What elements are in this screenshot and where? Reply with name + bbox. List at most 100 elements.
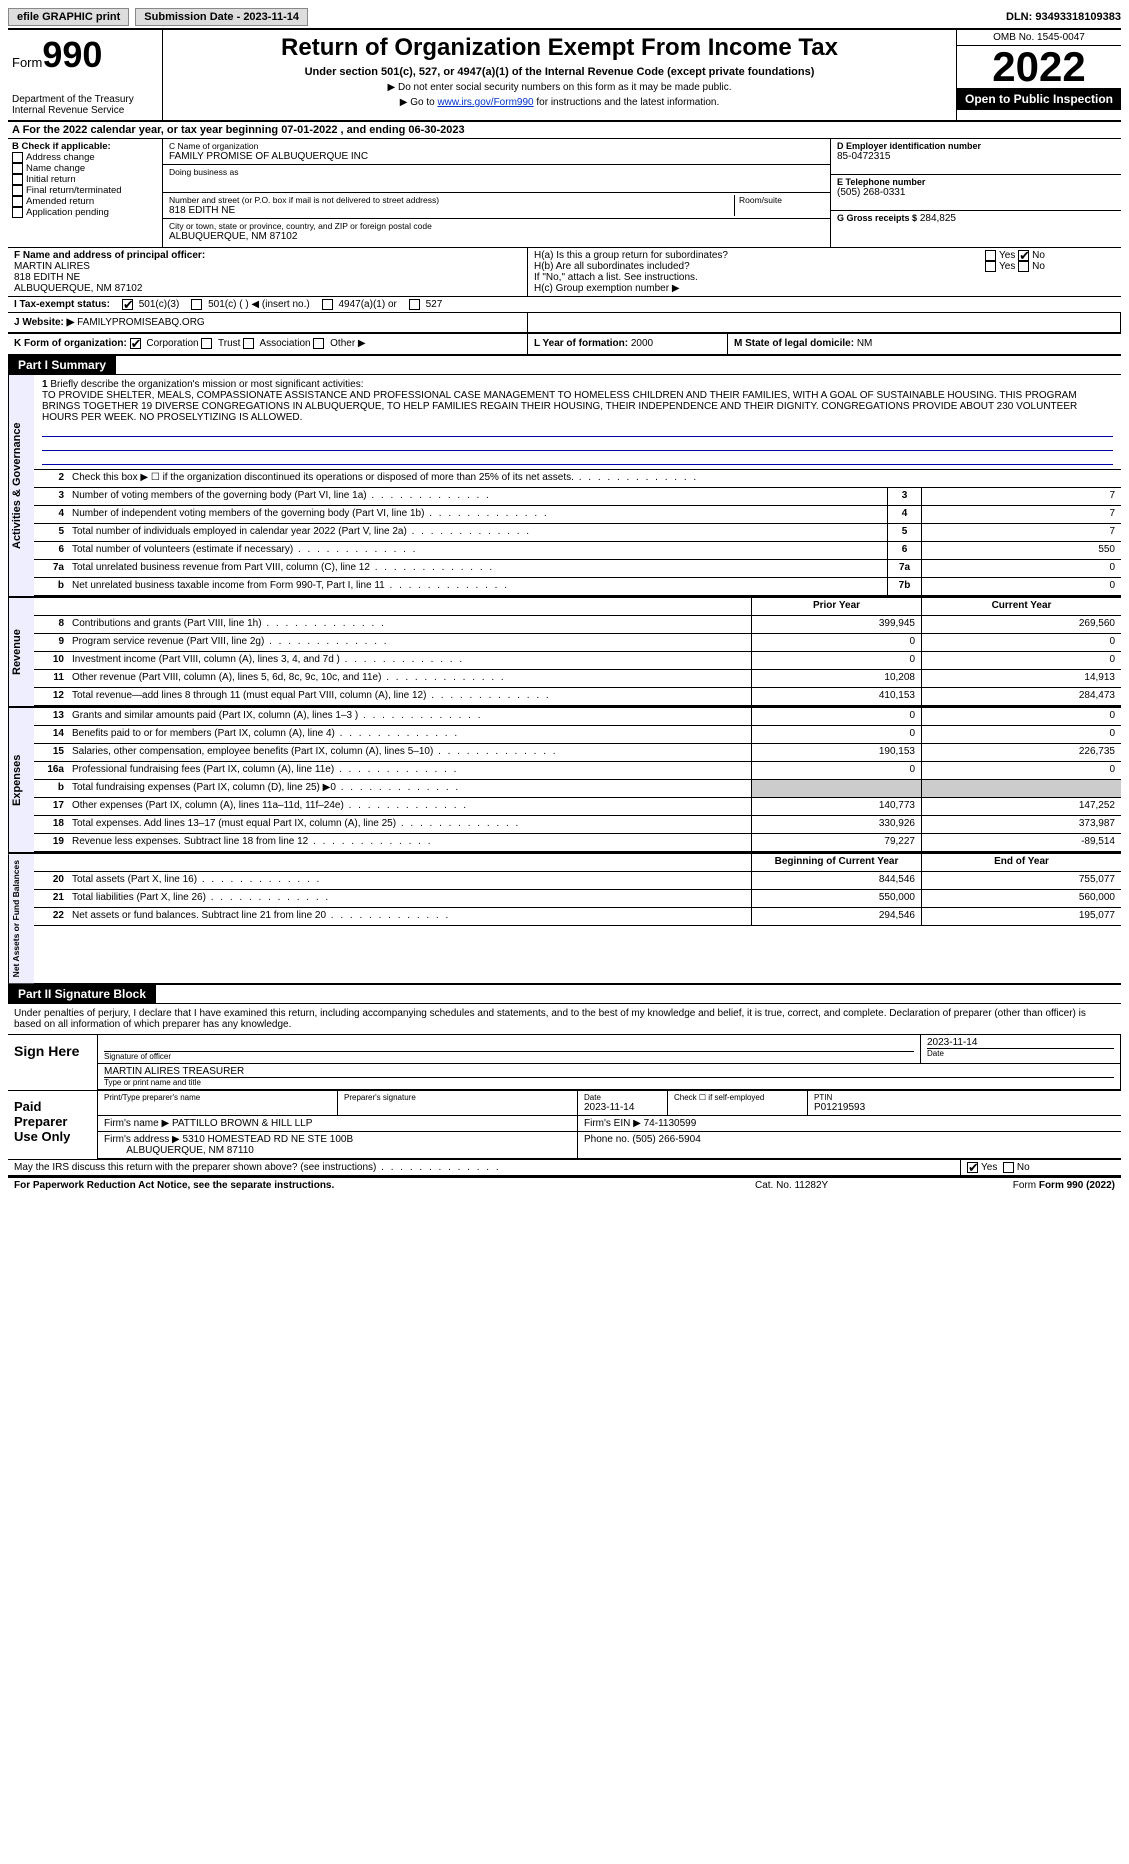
officer-name: MARTIN ALIRES bbox=[14, 261, 521, 272]
street-lbl: Number and street (or P.O. box if mail i… bbox=[169, 195, 734, 205]
mission-lbl: Briefly describe the organization's miss… bbox=[50, 379, 363, 390]
line-8: 8Contributions and grants (Part VIII, li… bbox=[34, 616, 1121, 634]
prep-sig-lbl: Preparer's signature bbox=[338, 1091, 578, 1115]
check-self: Check ☐ if self-employed bbox=[668, 1091, 808, 1115]
type-name-lbl: Type or print name and title bbox=[104, 1077, 1114, 1087]
yes1: Yes bbox=[999, 250, 1015, 261]
section-ag: Activities & Governance bbox=[8, 375, 34, 596]
m-val: NM bbox=[857, 338, 873, 349]
line-6: 6Total number of volunteers (estimate if… bbox=[34, 542, 1121, 560]
prep-name-lbl: Print/Type preparer's name bbox=[98, 1091, 338, 1115]
line-b: bTotal fundraising expenses (Part IX, co… bbox=[34, 780, 1121, 798]
dno: No bbox=[1017, 1162, 1030, 1173]
discuss-yes[interactable] bbox=[967, 1162, 978, 1173]
o3: 4947(a)(1) or bbox=[338, 299, 396, 310]
gross-lbl: G Gross receipts $ bbox=[837, 213, 917, 223]
chk-initial-return[interactable] bbox=[12, 174, 23, 185]
chk-527[interactable] bbox=[409, 299, 420, 310]
line-21: 21Total liabilities (Part X, line 26)550… bbox=[34, 890, 1121, 908]
sig-name-title: MARTIN ALIRES TREASURER bbox=[104, 1066, 1114, 1077]
firm-ein: 74-1130599 bbox=[644, 1118, 697, 1129]
room-lbl: Room/suite bbox=[739, 195, 824, 205]
website-val: FAMILYPROMISEABQ.ORG bbox=[77, 317, 205, 328]
chk-assoc[interactable] bbox=[243, 338, 254, 349]
irs-link[interactable]: www.irs.gov/Form990 bbox=[437, 97, 533, 108]
line-10: 10Investment income (Part VIII, column (… bbox=[34, 652, 1121, 670]
firm-addr-lbl: Firm's address ▶ bbox=[104, 1134, 180, 1145]
part1-header: Part I Summary bbox=[8, 356, 116, 374]
instr-post: for instructions and the latest informat… bbox=[534, 97, 720, 108]
street-val: 818 EDITH NE bbox=[169, 205, 734, 216]
sig-date-lbl: Date bbox=[927, 1048, 1114, 1058]
opt-initial: Initial return bbox=[26, 174, 76, 185]
chk-corp[interactable] bbox=[130, 338, 141, 349]
paid-preparer-label: Paid Preparer Use Only bbox=[8, 1091, 98, 1159]
line-19: 19Revenue less expenses. Subtract line 1… bbox=[34, 834, 1121, 852]
discuss-no[interactable] bbox=[1003, 1162, 1014, 1173]
hdr-eoy: End of Year bbox=[921, 854, 1121, 871]
chk-trust[interactable] bbox=[201, 338, 212, 349]
tax-year: 2022 bbox=[957, 46, 1121, 88]
section-rev: Revenue bbox=[8, 598, 34, 706]
phone-lbl: E Telephone number bbox=[837, 177, 1115, 187]
cat-no: Cat. No. 11282Y bbox=[755, 1180, 955, 1191]
ha-no[interactable] bbox=[1018, 250, 1029, 261]
instr-pre: ▶ Go to bbox=[400, 97, 438, 108]
discuss-text: May the IRS discuss this return with the… bbox=[8, 1160, 961, 1175]
k-other: Other ▶ bbox=[330, 339, 365, 350]
instr-ssn: ▶ Do not enter social security numbers o… bbox=[171, 82, 948, 93]
o4: 527 bbox=[426, 299, 443, 310]
ha-yes[interactable] bbox=[985, 250, 996, 261]
ein-val: 85-0472315 bbox=[837, 151, 1115, 162]
firm-phone-lbl: Phone no. bbox=[584, 1134, 630, 1145]
col-b-checkboxes: B Check if applicable: Address change Na… bbox=[8, 139, 163, 247]
k-corp: Corporation bbox=[146, 339, 198, 350]
opt-name: Name change bbox=[26, 163, 85, 174]
form-footer: Form Form 990 (2022) bbox=[955, 1180, 1115, 1191]
chk-final-return[interactable] bbox=[12, 185, 23, 196]
dyes: Yes bbox=[981, 1162, 997, 1173]
efile-print-button[interactable]: efile GRAPHIC print bbox=[8, 8, 129, 26]
hdr-current: Current Year bbox=[921, 598, 1121, 615]
submission-date: Submission Date - 2023-11-14 bbox=[135, 8, 308, 26]
o1: 501(c)(3) bbox=[139, 299, 180, 310]
l-val: 2000 bbox=[631, 338, 653, 349]
chk-501c3[interactable] bbox=[122, 299, 133, 310]
m-lbl: M State of legal domicile: bbox=[734, 338, 854, 349]
row-a-tax-year: A For the 2022 calendar year, or tax yea… bbox=[8, 122, 1121, 139]
tax-status-lbl: I Tax-exempt status: bbox=[14, 299, 110, 310]
no1: No bbox=[1032, 250, 1045, 261]
line-22: 22Net assets or fund balances. Subtract … bbox=[34, 908, 1121, 926]
sig-date: 2023-11-14 bbox=[927, 1037, 1114, 1048]
line-11: 11Other revenue (Part VIII, column (A), … bbox=[34, 670, 1121, 688]
sign-here-label: Sign Here bbox=[8, 1035, 98, 1090]
chk-app-pending[interactable] bbox=[12, 207, 23, 218]
mission-num: 1 bbox=[42, 379, 48, 390]
hc-label: H(c) Group exemption number ▶ bbox=[534, 283, 1115, 294]
org-name: FAMILY PROMISE OF ALBUQUERQUE INC bbox=[169, 151, 824, 162]
line-2: 2Check this box ▶ ☐ if the organization … bbox=[34, 470, 1121, 488]
irs-label: Internal Revenue Service bbox=[12, 105, 158, 116]
topbar: efile GRAPHIC print Submission Date - 20… bbox=[8, 8, 1121, 30]
chk-amended[interactable] bbox=[12, 196, 23, 207]
line-5: 5Total number of individuals employed in… bbox=[34, 524, 1121, 542]
name-lbl: C Name of organization bbox=[169, 141, 824, 151]
line-16a: 16aProfessional fundraising fees (Part I… bbox=[34, 762, 1121, 780]
chk-address-change[interactable] bbox=[12, 152, 23, 163]
chk-other[interactable] bbox=[313, 338, 324, 349]
officer-street2: 818 EDITH NE bbox=[14, 272, 521, 283]
hb-no[interactable] bbox=[1018, 261, 1029, 272]
form-number: 990 bbox=[42, 34, 102, 75]
hb-label: H(b) Are all subordinates included? bbox=[534, 261, 985, 272]
line-17: 17Other expenses (Part IX, column (A), l… bbox=[34, 798, 1121, 816]
firm-name-lbl: Firm's name ▶ bbox=[104, 1118, 169, 1129]
hb-yes[interactable] bbox=[985, 261, 996, 272]
chk-501c[interactable] bbox=[191, 299, 202, 310]
chk-name-change[interactable] bbox=[12, 163, 23, 174]
line-b: bNet unrelated business taxable income f… bbox=[34, 578, 1121, 596]
chk-4947[interactable] bbox=[322, 299, 333, 310]
phone-val: (505) 268-0331 bbox=[837, 187, 1115, 198]
yes2: Yes bbox=[999, 261, 1015, 272]
no2: No bbox=[1032, 261, 1045, 272]
ein-lbl: D Employer identification number bbox=[837, 141, 1115, 151]
